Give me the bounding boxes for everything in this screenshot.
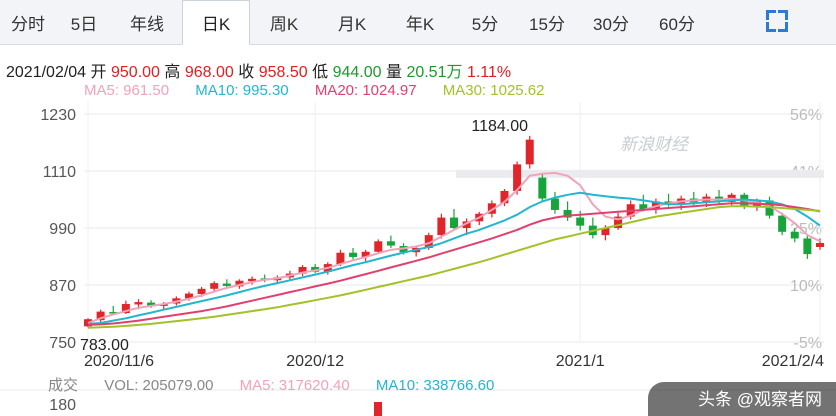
candle-body [336, 252, 345, 265]
y-tick-label: 870 [49, 278, 76, 295]
candle-body [374, 241, 383, 252]
ma5-legend: MA5: 961.50 [84, 82, 170, 99]
open-value: 950.00 [111, 64, 160, 81]
candle-body [550, 198, 559, 210]
candle-body [601, 228, 610, 236]
candle-body [487, 203, 496, 214]
candle-body [109, 312, 118, 314]
y-pct-label: 10% [790, 278, 822, 295]
ma-line-ma30 [87, 205, 821, 329]
vol-ma10: MA10: 338766.60 [375, 377, 495, 394]
y-pct-label: 56% [790, 107, 822, 124]
candle-body [424, 235, 433, 248]
candle-body [197, 288, 206, 295]
candle-body [121, 304, 130, 314]
volume-label: 量 [385, 64, 402, 81]
close-label: 收 [238, 64, 255, 81]
change-percent: 1.11% [466, 64, 512, 81]
watermark-text: 头条 @观察者网 [698, 390, 822, 409]
candle-body [235, 280, 244, 287]
candle-body [349, 252, 358, 257]
y-tick-label: 990 [49, 221, 76, 238]
volume-value: 20.51万 [406, 64, 463, 81]
candle-body [386, 241, 395, 246]
high-label: 高 [164, 64, 181, 81]
x-tick-label: 2021/1 [556, 353, 605, 370]
candle-body [816, 242, 824, 247]
vol-value: VOL: 205079.00 [104, 377, 214, 394]
ma30-legend: MA30: 1025.62 [442, 82, 545, 99]
tab-0[interactable]: 分时 [11, 14, 45, 34]
y-tick-label: 750 [49, 335, 76, 352]
volume-axis-label: 180 [49, 397, 76, 414]
candle-body [450, 217, 458, 228]
tab-3[interactable]: 日K [182, 0, 250, 45]
candle-body [248, 278, 257, 282]
volume-legend: 成交 VOL: 205079.00 MA5: 317620.40 MA10: 3… [48, 374, 516, 395]
tab-10[interactable]: 60分 [659, 14, 695, 34]
tab-2[interactable]: 年线 [130, 14, 164, 34]
tab-6[interactable]: 年K [405, 14, 435, 34]
min-price-annotation: 783.00 [80, 337, 129, 354]
candle-body [298, 266, 307, 274]
close-value: 958.50 [258, 64, 308, 81]
vol-ma5: MA5: 317620.40 [239, 377, 350, 394]
watermark-badge [648, 382, 836, 416]
candle-body [184, 293, 193, 299]
tab-8[interactable]: 15分 [529, 14, 565, 34]
candle-body [361, 251, 370, 257]
volume-panel-label: 成交 [48, 377, 79, 394]
y-pct-label: -5% [794, 335, 822, 352]
candle-body [500, 190, 509, 204]
tab-5[interactable]: 月K [337, 14, 367, 34]
low-value: 944.00 [332, 64, 382, 81]
tab-4[interactable]: 周K [269, 14, 299, 34]
candle-body [525, 139, 534, 165]
x-tick-label: 2020/12 [286, 353, 344, 370]
candle-body [147, 302, 156, 307]
open-label: 开 [90, 64, 107, 81]
candle-body [563, 209, 572, 218]
candle-body [538, 177, 547, 199]
quote-date: 2021/02/04 [6, 64, 87, 81]
candle-body [134, 302, 143, 305]
ma-legend: MA5: 961.50 MA10: 995.30 MA20: 1024.97 M… [84, 82, 566, 99]
x-tick-label: 2020/11/6 [84, 353, 154, 370]
y-tick-label: 1230 [40, 107, 76, 124]
ma20-legend: MA20: 1024.97 [314, 82, 417, 99]
candle-body [462, 221, 471, 228]
x-tick-label: 2021/2/4 [762, 353, 824, 370]
fullscreen-icon[interactable] [766, 10, 788, 32]
volume-bar [374, 402, 382, 416]
sina-logo: 新浪财经 [620, 135, 690, 154]
candle-body [778, 215, 787, 232]
candle-body [437, 217, 446, 236]
high-value: 968.00 [184, 64, 234, 81]
low-label: 低 [312, 64, 329, 81]
ohlc-summary: 2021/02/04 开 950.00 高 968.00 收 958.50 低 … [6, 58, 511, 82]
period-tab-bar: 分时 5日 年线 日K 周K 月K 年K 5分 15分 30分 60分 [0, 0, 836, 45]
y-tick-label: 1110 [43, 164, 76, 181]
max-price-annotation: 1184.00 [471, 118, 528, 135]
candle-body [803, 238, 812, 255]
candle-body [96, 311, 105, 321]
tab-1[interactable]: 5日 [70, 14, 98, 34]
tab-9[interactable]: 30分 [593, 14, 629, 34]
ma-line-ma5 [87, 171, 821, 324]
highlight-band [456, 169, 824, 178]
ma-line-ma20 [87, 202, 821, 326]
candle-body [790, 231, 799, 239]
candle-body [222, 283, 231, 286]
tab-7[interactable]: 5分 [471, 14, 499, 34]
candle-body [639, 204, 648, 209]
candle-body [210, 283, 219, 289]
candle-body [513, 164, 522, 191]
ma-line-ma10 [87, 191, 821, 325]
candle-body [576, 217, 585, 226]
candle-body [614, 216, 623, 228]
ma10-legend: MA10: 995.30 [195, 82, 289, 99]
